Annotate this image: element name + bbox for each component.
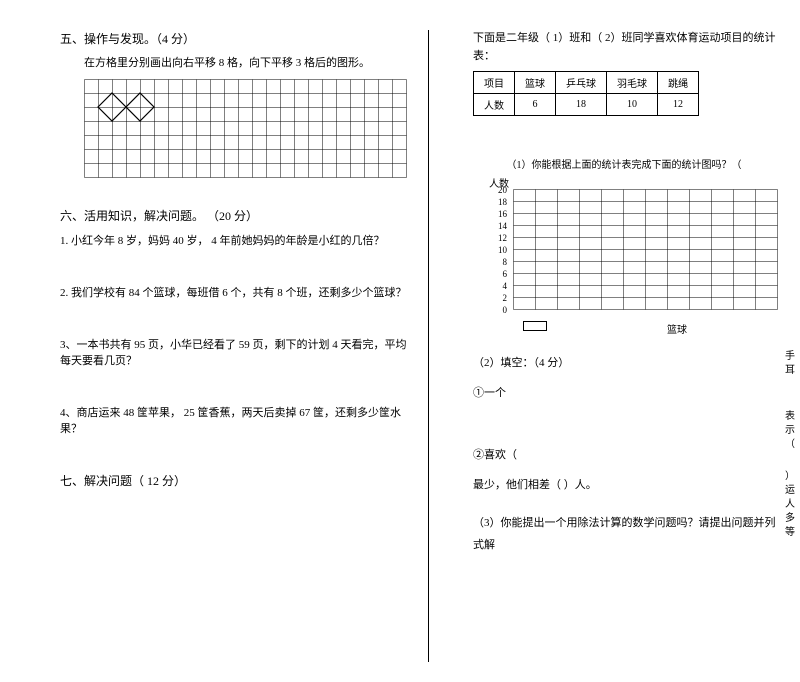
edge-text-6: ） xyxy=(785,470,795,484)
svg-text:10: 10 xyxy=(498,245,508,255)
stat-table: 项目篮球乒乓球羽毛球跳绳 人数6181012 xyxy=(473,71,699,116)
chart-question: （1）你能根据上面的统计表完成下面的统计图吗？（ xyxy=(467,156,781,171)
table-header-cell: 项目 xyxy=(474,72,515,94)
grid-problem5 xyxy=(84,79,408,179)
edge-text-10: 等 xyxy=(785,526,795,540)
x-label: 篮球 xyxy=(667,321,687,336)
q3: （3）你能提出一个用除法计算的数学问题吗？请提出问题并列式解 xyxy=(473,512,781,556)
sec7-title: 七、解决问题（ 12 分） xyxy=(60,472,408,489)
table-header-cell: 乒乓球 xyxy=(556,72,607,94)
edge-text-9: 多 xyxy=(785,512,795,526)
table-row-label: 人数 xyxy=(474,94,515,116)
legend-box xyxy=(523,321,547,331)
edge-text-8: 人 xyxy=(785,498,795,512)
edge-text-5: （ xyxy=(785,438,795,452)
edge-text-3: 表 xyxy=(785,410,795,424)
q2-title: （2）填空：（4 分） xyxy=(473,352,781,374)
table-header-cell: 跳绳 xyxy=(658,72,699,94)
q4: 4、商店运来 48 筐苹果， 25 筐香蕉，两天后卖掉 67 筐，还剩多少筐水果… xyxy=(60,404,408,436)
chart-area: （1）你能根据上面的统计表完成下面的统计图吗？（ 人数2018161412108… xyxy=(467,156,781,336)
edge-text-1: 手 xyxy=(785,350,795,364)
table-cell: 18 xyxy=(556,94,607,116)
table-header-cell: 篮球 xyxy=(515,72,556,94)
q2: 2. 我们学校有 84 个篮球，每班借 6 个，共有 8 个班，还剩多少个篮球？ xyxy=(60,284,408,300)
chart-x-axis: 篮球 xyxy=(513,321,781,336)
sec5-title: 五、操作与发现。（4 分） xyxy=(60,30,408,47)
sec5-body: 在方格里分别画出向右平移 8 格，向下平移 3 格后的图形。 xyxy=(60,55,408,73)
q1: 1. 小红今年 8 岁，妈妈 40 岁， 4 年前她妈妈的年龄是小红的几倍？ xyxy=(60,232,408,248)
table-header-cell: 羽毛球 xyxy=(607,72,658,94)
edge-text-2: 耳 xyxy=(785,364,795,378)
table-cell: 12 xyxy=(658,94,699,116)
svg-text:8: 8 xyxy=(503,257,508,267)
svg-text:4: 4 xyxy=(503,281,508,291)
svg-text:0: 0 xyxy=(503,305,508,315)
svg-text:18: 18 xyxy=(498,197,508,207)
table-caption: 下面是二年级（ 1）班和（ 2）班同学喜欢体育运动项目的统计表： xyxy=(449,30,781,65)
edge-text-4: 示 xyxy=(785,424,795,438)
table-cell: 6 xyxy=(515,94,556,116)
svg-text:6: 6 xyxy=(503,269,508,279)
svg-text:20: 20 xyxy=(498,185,508,195)
sec6-title: 六、活用知识，解决问题。 （20 分） xyxy=(60,207,408,224)
svg-text:16: 16 xyxy=(498,209,508,219)
svg-text:12: 12 xyxy=(498,233,507,243)
q2-b: ②喜欢（ xyxy=(473,444,781,466)
q2-a: ①一个 xyxy=(473,382,781,404)
table-cell: 10 xyxy=(607,94,658,116)
svg-text:14: 14 xyxy=(498,221,508,231)
q3: 3、一本书共有 95 页，小华已经看了 59 页，剩下的计划 4 天看完，平均每… xyxy=(60,336,408,368)
edge-text-7: 运 xyxy=(785,484,795,498)
svg-text:2: 2 xyxy=(503,293,508,303)
q2-c: 最少，他们相差（ ）人。 xyxy=(473,474,781,496)
